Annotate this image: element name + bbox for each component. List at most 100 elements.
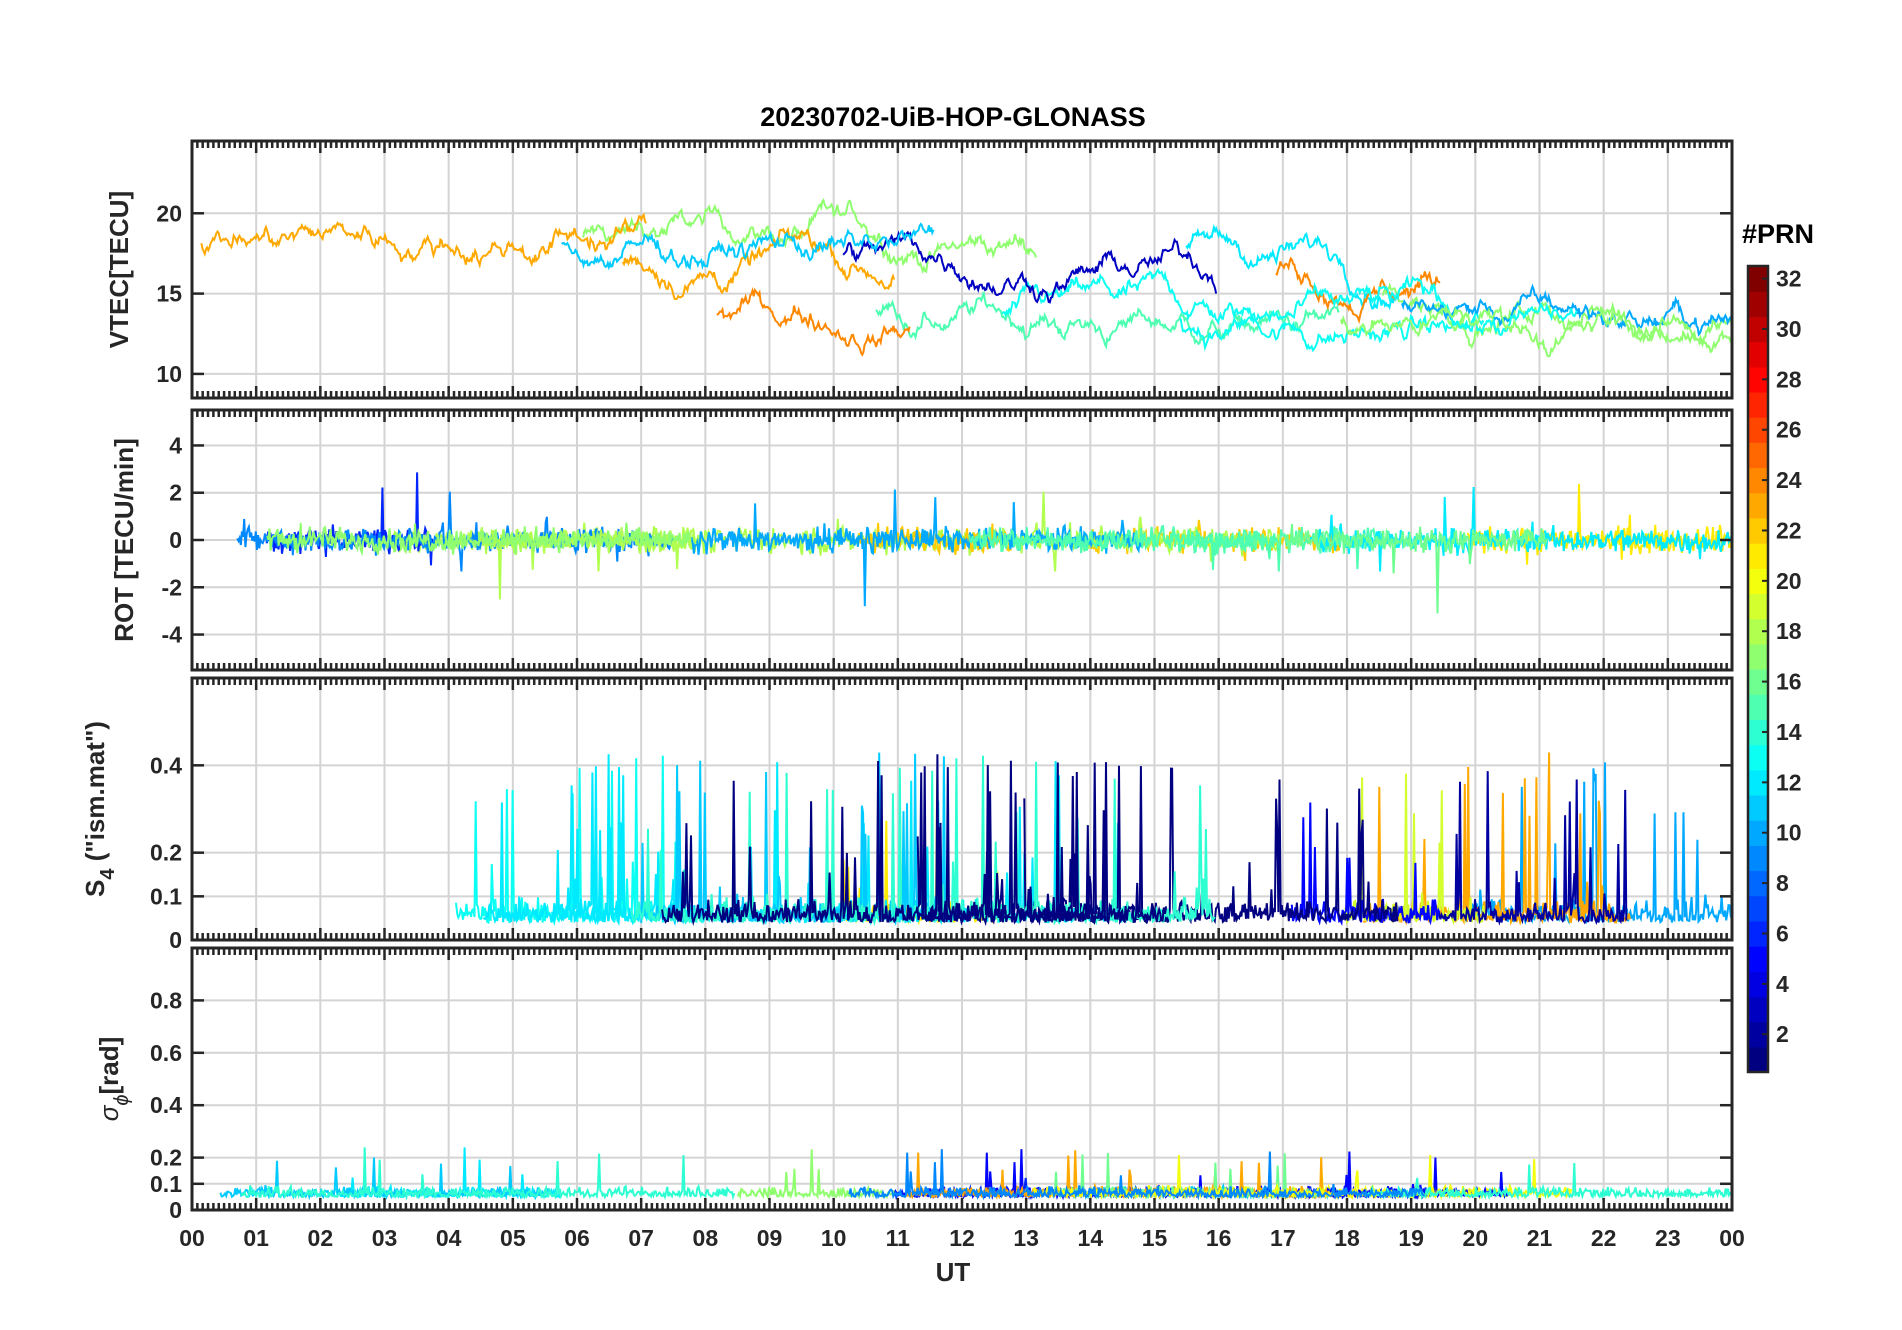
colorbar-tick-label: 14: [1776, 719, 1802, 745]
y-tick-label: 0.2: [150, 1145, 182, 1171]
colorbar-segment: [1748, 946, 1768, 972]
prn-trace: [716, 286, 911, 357]
colorbar-segment: [1748, 744, 1768, 771]
colorbar-segment: [1748, 618, 1768, 645]
series-group: [455, 752, 1732, 927]
prn-trace: [1179, 274, 1578, 352]
y-tick-label: -4: [162, 622, 183, 648]
x-tick-label: 13: [1013, 1225, 1039, 1251]
x-tick-label: 08: [693, 1225, 719, 1251]
colorbar-tick-label: 18: [1776, 618, 1802, 644]
colorbar-segment: [1748, 467, 1768, 494]
prn-trace: [240, 1147, 736, 1201]
y-tick-label: 0.8: [150, 987, 182, 1013]
y-tick-label: 0.4: [150, 752, 182, 778]
x-tick-label: 07: [628, 1225, 654, 1251]
colorbar-segment: [1748, 794, 1768, 821]
y-tick-label: 0.6: [150, 1040, 182, 1066]
x-tick-label: 09: [757, 1225, 783, 1251]
colorbar-segment: [1748, 391, 1768, 418]
colorbar-segment: [1748, 870, 1768, 897]
colorbar-tick-label: 16: [1776, 669, 1802, 695]
x-tick-label: 03: [372, 1225, 398, 1251]
prn-trace: [1435, 771, 1628, 926]
y-tick-label: -2: [162, 574, 182, 600]
colorbar-tick-label: 2: [1776, 1021, 1789, 1047]
y-tick-label: 0: [169, 1197, 182, 1223]
prn-trace: [1364, 1163, 1732, 1201]
prn-trace: [968, 524, 1273, 560]
colorbar-title: #PRN: [1742, 219, 1814, 249]
prn-trace: [560, 222, 935, 271]
x-minor-ticks: [190, 678, 1734, 942]
x-tick-labels: 00 01 02 03 04 05 06 07 08 09 10 11 12 13 14 15 16 17 18 19…: [179, 1225, 1745, 1251]
colorbar-segment: [1748, 694, 1768, 720]
y-axis-label: σϕ[rad]: [94, 1037, 133, 1122]
colorbar-tick-label: 32: [1776, 266, 1802, 292]
colorbar-tick-label: 24: [1776, 467, 1802, 493]
colorbar-tick-label: 12: [1776, 769, 1802, 795]
colorbar-segment: [1748, 266, 1768, 292]
x-tick-label: 16: [1206, 1225, 1232, 1251]
x-tick-label: 12: [949, 1225, 975, 1251]
prn-trace: [200, 212, 647, 269]
colorbar-segment: [1748, 1046, 1768, 1073]
prn-trace: [875, 291, 1340, 350]
x-minor-ticks: [190, 410, 1734, 670]
x-tick-label: 01: [243, 1225, 269, 1251]
x-tick-label: 22: [1591, 1225, 1617, 1251]
x-tick-label: 19: [1398, 1225, 1424, 1251]
prn-trace: [1275, 256, 1441, 325]
y-tick-label: 0.2: [150, 840, 182, 866]
prn-trace: [1284, 524, 1549, 614]
x-tick-label: 05: [500, 1225, 526, 1251]
colorbar-segment: [1748, 1021, 1768, 1048]
y-tick-label: 15: [156, 281, 182, 307]
colorbar-segment: [1748, 719, 1768, 746]
x-tick-label: 06: [564, 1225, 590, 1251]
y-tick-label: 10: [156, 361, 182, 387]
prn-trace: [1173, 526, 1391, 572]
x-minor-ticks: [190, 141, 1734, 398]
colorbar-tick-label: 26: [1776, 417, 1802, 443]
colorbar-segment: [1748, 643, 1768, 670]
prn-trace: [1401, 283, 1732, 337]
colorbar-segment: [1748, 291, 1768, 317]
y-tick-label: 0.1: [150, 883, 182, 909]
panel-vtec: 10 15 20 VTEC[TECU]: [104, 139, 1734, 400]
x-tick-label: 10: [821, 1225, 847, 1251]
x-tick-label: 17: [1270, 1225, 1296, 1251]
colorbar-segment: [1748, 820, 1768, 846]
x-tick-label: 20: [1463, 1225, 1489, 1251]
colorbar-segment: [1748, 895, 1768, 922]
prn-trace: [621, 226, 896, 301]
x-axis-label: UT: [936, 1257, 971, 1287]
prn-trace: [582, 197, 1037, 275]
y-tick-label: 0.4: [150, 1092, 182, 1118]
prn-trace: [1001, 267, 1485, 353]
series-group: [219, 1147, 1732, 1201]
colorbar-tick-label: 28: [1776, 366, 1802, 392]
colorbar-segment: [1748, 492, 1768, 519]
colorbar-segment: [1748, 920, 1768, 947]
panel-sigma: 00.10.2 0.4 0.6 0.8 σϕ[rad]: [94, 946, 1734, 1223]
colorbar-segment: [1748, 996, 1768, 1023]
x-tick-label: 00: [1719, 1225, 1745, 1251]
colorbar-segment: [1748, 517, 1768, 544]
y-tick-label: 0: [169, 527, 182, 553]
colorbar-tick-label: 22: [1776, 517, 1802, 543]
colorbar-segment: [1748, 568, 1768, 595]
colorbar-segment: [1748, 593, 1768, 620]
prn-trace: [848, 1149, 1425, 1201]
x-tick-label: 00: [179, 1225, 205, 1251]
x-tick-label: 14: [1078, 1225, 1104, 1251]
colorbar-segment: [1748, 769, 1768, 796]
colorbar-segment: [1748, 845, 1768, 872]
x-tick-label: 23: [1655, 1225, 1681, 1251]
y-axis-label: VTEC[TECU]: [104, 191, 134, 348]
colorbar-segment: [1748, 341, 1768, 368]
series-group: [200, 197, 1732, 358]
colorbar-segment: [1748, 366, 1768, 393]
x-tick-label: 02: [308, 1225, 334, 1251]
